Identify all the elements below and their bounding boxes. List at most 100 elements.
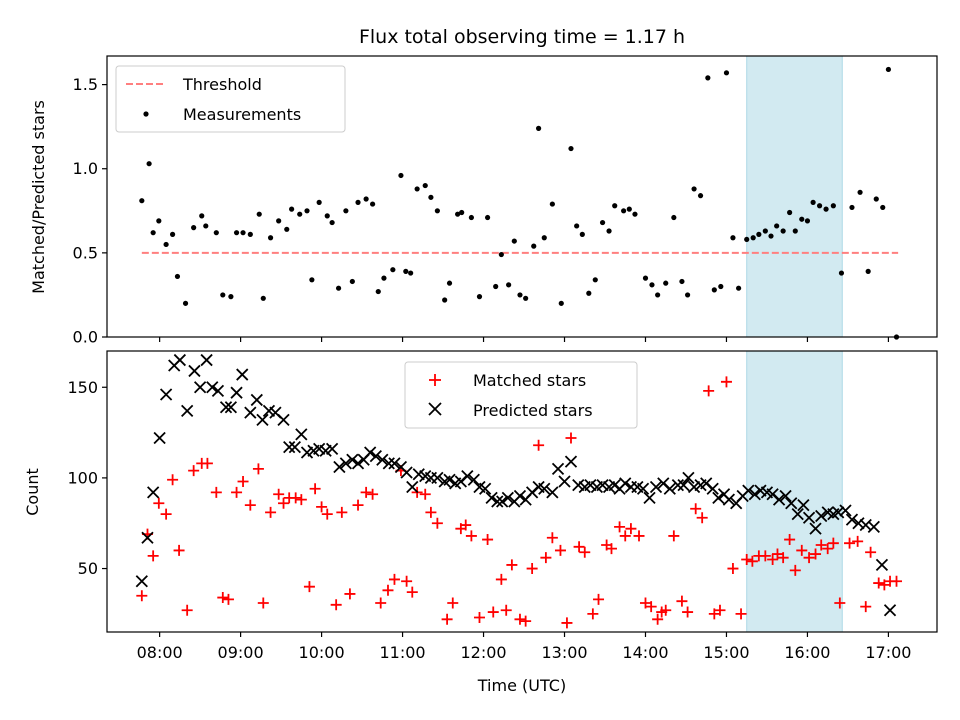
data-point [771, 548, 783, 560]
legend-measurements-label: Measurements [183, 105, 301, 124]
data-point [810, 199, 816, 205]
data-point [777, 552, 789, 564]
data-point [827, 537, 839, 549]
data-point [446, 280, 453, 286]
legend-matched-swatch [429, 374, 441, 386]
data-point [336, 506, 348, 518]
data-point [506, 559, 518, 571]
data-point [316, 199, 322, 205]
legend-ratio: Threshold Measurements [115, 65, 346, 133]
data-point [789, 564, 801, 576]
data-point [501, 491, 514, 504]
data-point [233, 230, 240, 236]
data-point [523, 295, 529, 301]
data-point [135, 575, 148, 588]
data-point [533, 439, 545, 451]
data-point [267, 235, 274, 241]
data-point [163, 241, 169, 248]
data-point [147, 550, 159, 562]
data-point [682, 471, 695, 485]
data-point [199, 213, 205, 219]
highlight-span [746, 55, 843, 338]
data-point [750, 235, 756, 241]
data-point [506, 282, 512, 288]
data-point [349, 278, 355, 285]
data-point [188, 364, 201, 378]
data-point [792, 228, 798, 234]
data-point [139, 198, 145, 204]
data-point [834, 597, 846, 609]
x-tick-label: 08:00 [137, 643, 183, 662]
data-point [857, 189, 863, 195]
data-point [520, 615, 532, 627]
data-point [277, 413, 290, 427]
data-point [278, 497, 290, 509]
data-point [476, 294, 483, 300]
data-point [309, 483, 321, 495]
y-tick-label: 150 [67, 378, 98, 397]
data-point [625, 523, 637, 535]
data-point [260, 295, 266, 301]
data-point [626, 206, 632, 212]
data-point [586, 290, 592, 296]
data-point [375, 288, 381, 295]
x-tick-label: 10:00 [299, 643, 345, 662]
data-point [256, 211, 262, 217]
data-point [400, 466, 413, 479]
data-point [455, 211, 461, 217]
data-point [549, 201, 555, 207]
data-point [756, 231, 762, 237]
data-point [574, 223, 580, 229]
data-point [376, 453, 389, 466]
data-point [839, 504, 852, 517]
data-point [425, 506, 437, 518]
data-point [220, 292, 226, 298]
data-point [375, 597, 387, 609]
data-point [295, 494, 307, 506]
data-point [442, 297, 448, 303]
legend-matched-label: Matched stars [473, 371, 586, 390]
data-point [136, 590, 148, 602]
data-point [561, 617, 573, 629]
data-point [784, 534, 796, 546]
data-point [511, 238, 517, 244]
data-point [880, 204, 886, 211]
data-point [668, 530, 680, 542]
data-point [422, 182, 428, 189]
data-point [645, 601, 657, 613]
data-point [459, 209, 465, 216]
data-point [706, 482, 719, 495]
legend-box [404, 361, 638, 429]
data-point [324, 213, 330, 219]
data-point [558, 475, 571, 488]
x-tick-label: 11:00 [380, 643, 426, 662]
data-point [230, 386, 243, 399]
data-point [663, 482, 676, 495]
data-point [696, 512, 708, 524]
data-point [160, 508, 172, 520]
series-predicted-stars [135, 353, 897, 617]
data-point [141, 531, 154, 544]
data-point [431, 471, 444, 485]
data-point [612, 203, 618, 209]
data-point [156, 218, 162, 224]
data-point [844, 537, 856, 549]
data-point [891, 575, 903, 587]
data-point [579, 231, 585, 237]
data-point [810, 548, 822, 560]
data-point [815, 539, 827, 551]
axes-frame [106, 350, 938, 633]
data-point [736, 285, 742, 291]
x-tick-label: 14:00 [622, 643, 668, 662]
data-point [228, 294, 234, 300]
data-point [335, 285, 342, 291]
data-point [206, 381, 219, 394]
data-point [428, 194, 434, 200]
data-point [746, 555, 758, 567]
x-tick-label: 17:00 [865, 643, 911, 662]
data-point [370, 201, 376, 207]
data-point [860, 601, 872, 613]
data-point [217, 592, 229, 604]
data-point [718, 283, 724, 290]
data-point [382, 457, 395, 470]
